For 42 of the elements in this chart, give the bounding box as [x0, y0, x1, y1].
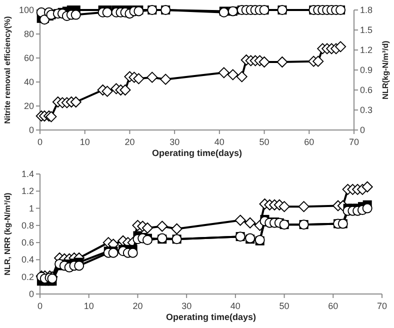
x-tick-label: 20 [132, 301, 143, 311]
y-tick-label: 0.6 [21, 238, 34, 248]
y-tick-label: 100 [18, 5, 34, 15]
y2-tick-label: 0.6 [360, 85, 373, 95]
y-tick-label: 40 [24, 77, 34, 87]
y2-tick-label: 0 [360, 125, 366, 135]
x-tick-label: 50 [279, 301, 290, 311]
x-tick-label: 30 [182, 301, 192, 311]
y2-axis-title: NLR(kg-N/m³/d) [381, 40, 390, 100]
y-tick-label: 0.4 [21, 254, 34, 265]
y-tick-label: 1.4 [21, 169, 34, 179]
y2-tick-label: 0.9 [360, 65, 373, 75]
x-axis-title: Operating time(days) [152, 148, 242, 158]
y2-tick-label: 1.2 [360, 45, 373, 55]
x-axis-title: Operating time(days) [166, 312, 256, 322]
x-tick-label: 70 [348, 137, 360, 147]
y-axis-title: NLR, NRR (kg-N/m³/d) [3, 192, 12, 276]
y-axis-title: Nitrite removal efficiency(%) [3, 16, 12, 124]
y-tick-label: 20 [24, 101, 34, 111]
x-tick-label: 50 [259, 137, 270, 147]
y-tick-label: 0 [28, 125, 34, 135]
x-tick-label: 60 [328, 301, 338, 311]
x-tick-label: 70 [376, 301, 388, 311]
y-tick-label: 1.2 [21, 186, 34, 196]
y2-tick-label: 1.5 [360, 25, 373, 35]
y-tick-label: 0 [28, 289, 34, 299]
x-tick-label: 40 [214, 137, 224, 147]
y-tick-label: 80 [24, 29, 34, 39]
x-tick-label: 10 [80, 137, 90, 147]
x-tick-label: 0 [37, 301, 43, 311]
y-tick-label: 0.8 [21, 220, 34, 230]
y2-tick-label: 0.3 [360, 105, 373, 115]
x-tick-label: 40 [230, 301, 240, 311]
x-tick-label: 20 [124, 137, 135, 147]
y-tick-label: 60 [24, 53, 34, 63]
y-tick-label: 0.2 [21, 272, 34, 282]
x-tick-label: 30 [170, 137, 180, 147]
y2-tick-label: 1.8 [360, 5, 373, 15]
x-tick-label: 10 [84, 301, 94, 311]
x-tick-label: 60 [304, 137, 314, 147]
x-tick-label: 0 [37, 137, 43, 147]
y-tick-label: 1 [28, 203, 34, 214]
